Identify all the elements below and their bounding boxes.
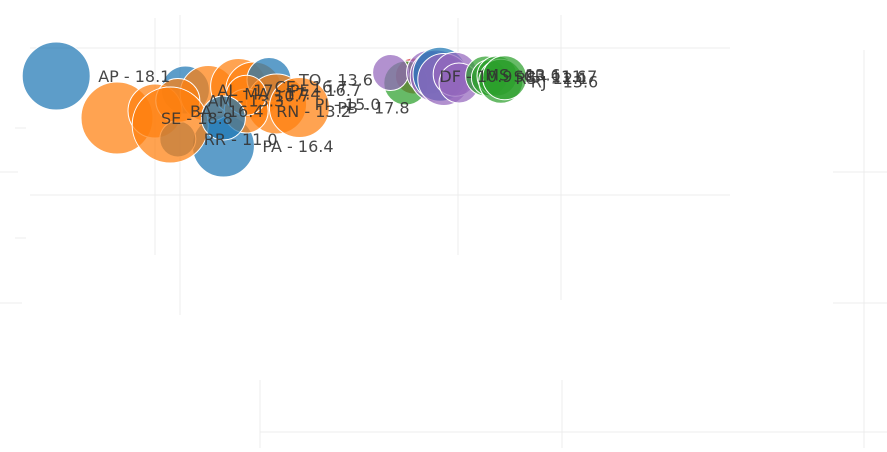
bubble-label: TO - 13.6 <box>298 71 373 90</box>
bubble-label: AM - 13.3 <box>208 92 284 111</box>
bubble-label: MA - 17.4 <box>244 85 320 104</box>
bubble-layer <box>21 41 528 178</box>
bubble-point[interactable] <box>482 55 528 101</box>
bubble-label: RR - 11.0 <box>204 130 278 149</box>
bubble-label: 10.7 <box>274 86 310 105</box>
bubble-label: DF - 10.9 <box>439 67 512 86</box>
bubble-label: PE - 16.7 <box>290 81 361 100</box>
bubble-point[interactable] <box>268 77 330 138</box>
bubble-label: SE - 18.8 <box>161 109 233 128</box>
bubble-label: BA - 16.4 <box>190 102 264 121</box>
bubble-label: SC - 11.6 <box>514 67 587 86</box>
bubble-label: AL - 17 <box>217 81 273 100</box>
grid-layer <box>0 15 887 448</box>
bubble-label: PR - 11.7 <box>525 67 597 86</box>
bubble-label: MS - 13.6 <box>485 65 561 84</box>
bubble-label: AP - 18.1 <box>98 67 170 86</box>
bubble-point[interactable] <box>21 41 91 111</box>
bubble-label: RJ - 13.6 <box>531 72 598 91</box>
bubble-label: PI - 15.0 <box>315 95 381 114</box>
bubble-point[interactable] <box>200 95 246 141</box>
bubble-label: RS - 12.1 <box>515 69 588 88</box>
bubble-point[interactable] <box>372 54 410 91</box>
bubble-label: CE - 16.7 <box>275 78 348 97</box>
bubble-label: PA - 16.4 <box>262 137 333 156</box>
bubble-label: PB - 17.8 <box>337 99 409 118</box>
bubble-label: RN - 13.2 <box>276 102 351 121</box>
